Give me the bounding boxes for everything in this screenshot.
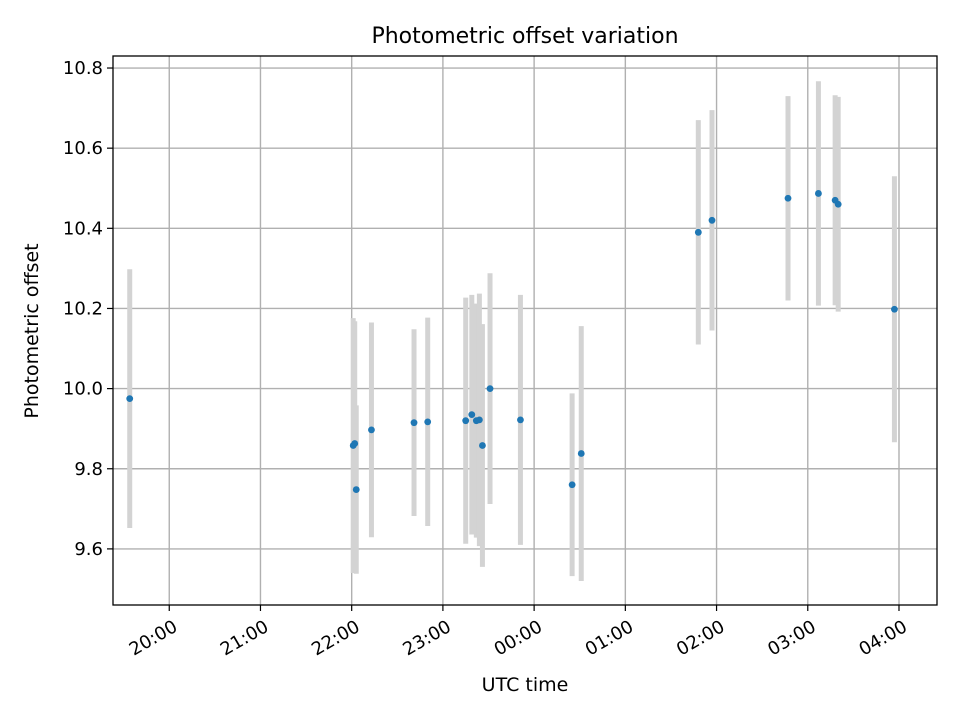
y-tick-label: 10.2 [63,298,103,319]
data-point [468,411,476,419]
y-axis-label: Photometric offset [21,243,43,418]
y-tick-label: 9.8 [74,459,103,480]
data-points [126,190,898,493]
x-tick-label: 23:00 [399,616,454,660]
x-tick-label: 22:00 [308,616,363,660]
plot-frame [112,55,938,606]
x-tick-label: 21:00 [217,616,272,660]
y-tick-label: 10.0 [63,379,103,400]
data-point [486,385,494,393]
x-axis-label: UTC time [482,674,569,696]
y-tick-label: 9.6 [74,539,103,560]
data-point [462,417,470,425]
x-tick-label: 04:00 [855,616,910,660]
data-point [352,486,360,493]
y-tick-label: 10.8 [63,58,103,79]
chart-title: Photometric offset variation [371,24,678,49]
x-tick-label: 20:00 [126,616,181,660]
x-tick-label: 01:00 [582,616,637,660]
y-tick-label: 10.4 [63,218,103,239]
data-point [126,395,134,403]
data-point [568,481,576,489]
data-point [784,194,792,202]
data-point [891,305,898,313]
error-bars [127,81,897,581]
data-point [410,419,418,427]
data-point [577,450,585,457]
x-tick-label: 00:00 [491,616,546,660]
grid-lines [113,56,937,605]
x-tick-label: 03:00 [764,616,819,660]
data-point [834,200,842,208]
data-point [815,190,822,197]
data-point [517,416,524,424]
x-tick-label: 02:00 [673,616,728,660]
data-point [424,418,432,426]
data-point [708,216,716,224]
data-point [479,442,486,449]
data-point [368,426,375,434]
y-tick-label: 10.6 [63,138,103,159]
data-point [475,416,483,424]
data-point [351,440,359,447]
data-point [694,228,702,236]
